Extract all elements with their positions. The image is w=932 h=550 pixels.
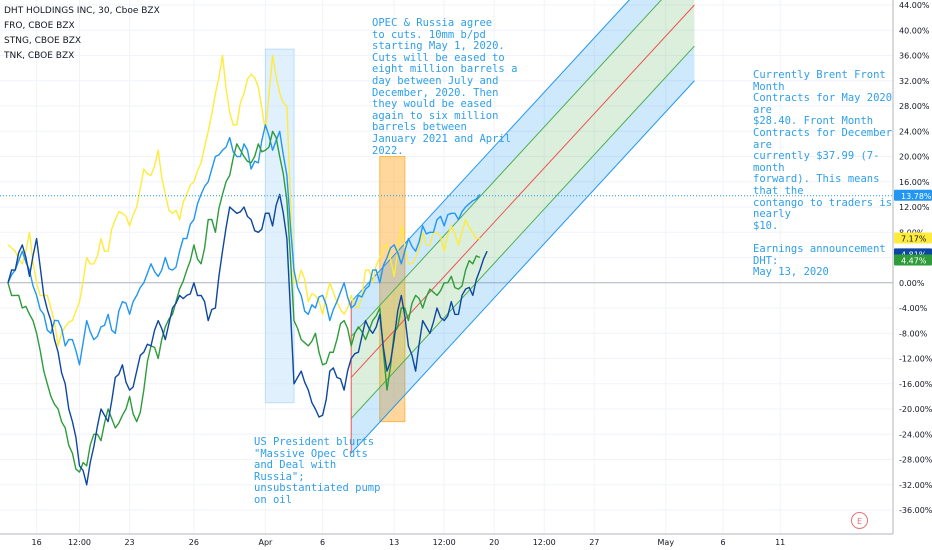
price-axis-bg [893,0,932,550]
highlight-march-rally [264,48,295,404]
y-tick-label: 0.00% [899,279,925,288]
x-tick-label: May [658,538,675,547]
x-tick-label: 12:00 [433,538,456,547]
y-tick-label: 16.00% [899,178,930,187]
x-tick-label: 12:00 [68,538,91,547]
series-line-stng [7,130,481,473]
y-tick-label: -20.00% [899,405,932,414]
x-tick-label: 13 [389,538,399,547]
y-tick-label: 40.00% [899,26,930,35]
series-line-dht [7,193,488,486]
x-tick-label: 27 [589,538,599,547]
tnk-last-label-bg [894,189,932,201]
x-tick-label: 26 [189,538,199,547]
y-tick-label: 36.00% [899,52,930,61]
y-tick-label: 20.00% [899,153,930,162]
fro-last-label: 7.17% [901,234,927,243]
legend-stng: STNG, CBOE BZX [4,36,82,46]
x-tick-label: 11 [775,538,785,547]
y-tick-label: -4.00% [899,304,928,313]
y-tick-label: 44.00% [899,1,930,10]
x-tick-label: 20 [489,538,499,547]
y-tick-label: -32.00% [899,481,932,490]
y-tick-label: -16.00% [899,380,932,389]
highlight-regions [264,48,406,423]
legend-fro: FRO, CBOE BZX [4,21,75,31]
x-tick-label: 16 [32,538,42,547]
grid-lines [0,0,893,534]
y-tick-label: 32.00% [899,77,930,86]
time-axis-bg [0,534,932,550]
channel-upper-inner-edge [350,0,662,337]
channel-median [350,4,695,378]
legend: DHT HOLDINGS INC, 30, Cboe BZX FRO, CBOE… [4,4,160,64]
x-tick-label: 12:00 [533,538,556,547]
legend-tnk: TNK, CBOE BZX [4,51,75,61]
channel-lower-band [351,46,695,454]
x-tick-label: 6 [320,538,325,547]
legend-title: DHT HOLDINGS INC, 30, Cboe BZX [4,6,160,16]
tnk-last-label: 13.78% [901,192,932,201]
series-line-tnk [7,124,481,366]
channel-lower-edge [350,80,695,454]
annotation-brent: Currently Brent Front Month Contracts fo… [753,69,893,279]
y-tick-label: 12.00% [899,203,930,212]
y-tick-label: -8.00% [899,329,928,338]
annotation-opec: OPEC & Russia agree to cuts. 10mm b/pd s… [372,17,518,157]
fro-last-label-bg [894,232,932,244]
y-tick-label: -28.00% [899,456,932,465]
x-tick-label: 6 [720,538,725,547]
channel-lower-inner-edge [350,45,695,419]
series-line-fro [7,54,480,347]
series-lines [7,54,488,486]
regression-channel [350,0,695,454]
y-tick-label: -24.00% [899,430,932,439]
channel-upper-inner-band [351,0,695,378]
highlight-opec-deal [379,156,406,423]
annotation-us-president: US President blurts "Massive Opec Cuts a… [254,436,381,506]
x-tick-label: Apr [258,538,273,547]
y-tick-label: 28.00% [899,102,930,111]
y-tick-label: 24.00% [899,127,930,136]
earnings-marker-icon[interactable]: E [851,512,868,529]
y-tick-label: -12.00% [899,355,932,364]
channel-lower-inner-band [351,5,695,419]
y-tick-label: -36.00% [899,506,932,515]
stng-last-label: 4.47% [901,257,927,266]
x-tick-label: 23 [124,538,134,547]
stng-last-label-bg [894,254,932,266]
